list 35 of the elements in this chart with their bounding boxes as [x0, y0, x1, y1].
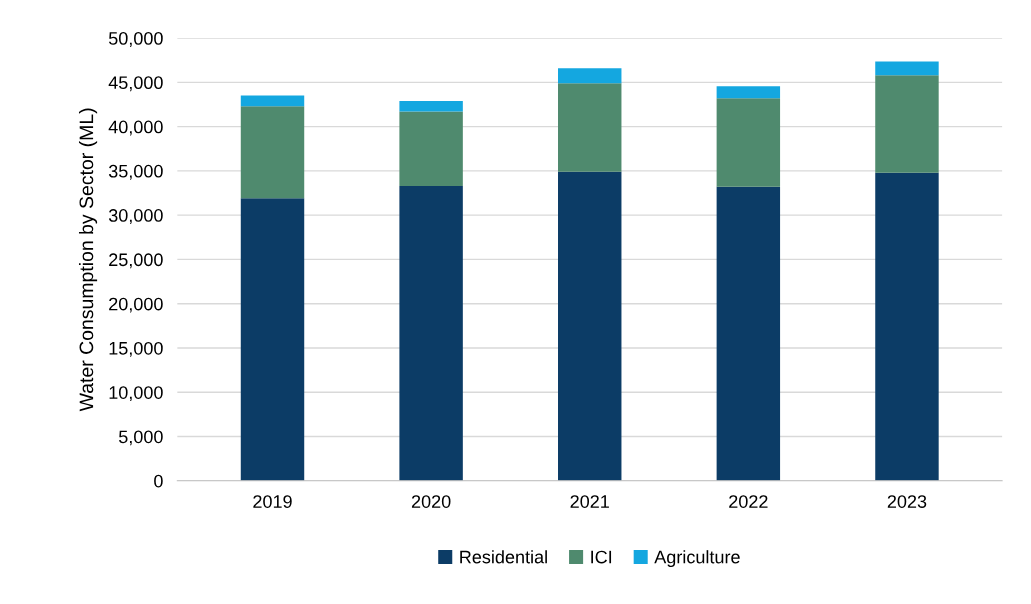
bar — [240, 106, 305, 199]
bar — [716, 186, 781, 481]
legend-label: Agriculture — [654, 550, 740, 567]
legend-label: ICI — [591, 550, 612, 564]
y-tick-label: 50,000 — [108, 31, 163, 47]
bar — [399, 100, 463, 112]
bar — [875, 172, 939, 481]
x-tick-label: 2022 — [729, 495, 768, 508]
y-tick-label: 30,000 — [108, 209, 163, 224]
bar — [399, 111, 463, 186]
bar — [875, 61, 939, 76]
y-tick-label: 20,000 — [109, 297, 163, 313]
bar — [558, 171, 622, 481]
y-tick-label: 0 — [154, 474, 163, 488]
bar — [716, 86, 781, 99]
y-tick-label: 25,000 — [109, 253, 163, 269]
x-tick-label: 2020 — [411, 495, 451, 508]
bar — [240, 198, 305, 481]
bar — [240, 95, 305, 107]
bar — [716, 98, 781, 187]
x-tick-label: 2019 — [253, 495, 292, 508]
legend-label: Residential — [460, 550, 547, 564]
bar — [399, 185, 463, 481]
y-tick-label: 15,000 — [109, 341, 163, 357]
y-tick-label: 45,000 — [108, 76, 163, 92]
x-tick-label: 2023 — [887, 495, 927, 508]
bar — [875, 75, 939, 173]
y-axis-title: Water Consumption by Sector (ML) — [78, 108, 98, 412]
bar — [558, 83, 622, 172]
y-tick-label: 35,000 — [108, 164, 163, 180]
bar — [558, 68, 622, 84]
y-tick-label: 5,000 — [118, 430, 163, 446]
y-tick-label: 10,000 — [109, 386, 163, 402]
x-tick-label: 2021 — [570, 495, 609, 508]
y-tick-label: 40,000 — [108, 120, 163, 136]
